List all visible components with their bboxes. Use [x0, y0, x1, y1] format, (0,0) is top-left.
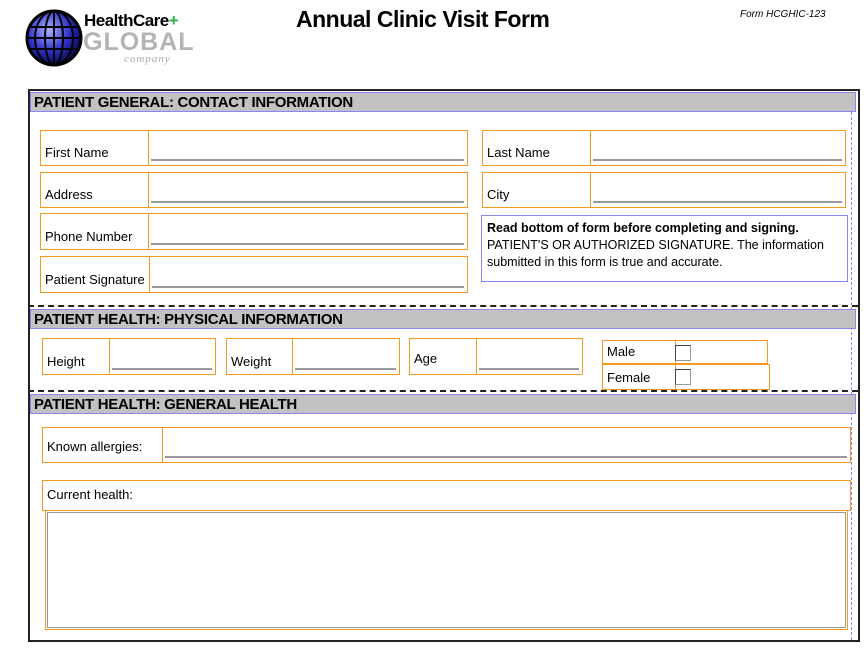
age-input[interactable] [477, 339, 582, 374]
city-input[interactable] [591, 173, 845, 207]
first-name-input[interactable] [149, 131, 467, 165]
logo-global: GLOBAL [83, 28, 195, 56]
weight-label: Weight [227, 339, 293, 374]
signature-label: Patient Signature [41, 257, 150, 292]
last-name-label: Last Name [483, 131, 591, 165]
weight-field[interactable]: Weight [226, 338, 400, 375]
phone-input[interactable] [149, 214, 467, 249]
height-field[interactable]: Height [42, 338, 216, 375]
globe-logo-icon [25, 9, 83, 67]
allergies-label: Known allergies: [43, 428, 163, 462]
height-label: Height [43, 339, 110, 374]
section-physical-header: PATIENT HEALTH: PHYSICAL INFORMATION [30, 309, 856, 329]
form-container [28, 89, 860, 642]
male-label: Male [603, 341, 676, 363]
last-name-input[interactable] [591, 131, 845, 165]
section-divider [28, 390, 858, 392]
logo-text: HealthCare+ [84, 11, 179, 31]
age-label: Age [410, 339, 477, 374]
phone-field[interactable]: Phone Number [40, 213, 468, 250]
section-general-header: PATIENT HEALTH: GENERAL HEALTH [30, 394, 856, 414]
form-number: Form HCGHIC-123 [740, 9, 826, 20]
current-health-field: Current health: [42, 480, 851, 511]
logo-plus: + [168, 11, 179, 30]
allergies-field[interactable]: Known allergies: [42, 427, 851, 463]
note-text: PATIENT'S OR AUTHORIZED SIGNATURE. The i… [487, 238, 824, 269]
first-name-field[interactable]: First Name [40, 130, 468, 166]
female-label: Female [603, 365, 676, 389]
female-checkbox[interactable] [675, 369, 691, 385]
phone-label: Phone Number [41, 214, 149, 249]
address-field[interactable]: Address [40, 172, 468, 208]
signature-field[interactable]: Patient Signature [40, 256, 468, 293]
city-label: City [483, 173, 591, 207]
height-input[interactable] [110, 339, 215, 374]
current-health-label: Current health: [47, 487, 133, 502]
section-contact-header: PATIENT GENERAL: CONTACT INFORMATION [30, 92, 856, 112]
current-health-textarea[interactable] [45, 510, 848, 630]
age-field[interactable]: Age [409, 338, 583, 375]
guide-line [851, 92, 852, 640]
section-divider [28, 305, 858, 307]
female-option[interactable]: Female [602, 364, 770, 390]
last-name-field[interactable]: Last Name [482, 130, 846, 166]
address-label: Address [41, 173, 149, 207]
page-title: Annual Clinic Visit Form [296, 6, 550, 32]
note-bold: Read bottom of form before completing an… [487, 221, 799, 235]
allergies-input[interactable] [163, 428, 850, 462]
male-checkbox[interactable] [675, 345, 691, 361]
first-name-label: First Name [41, 131, 149, 165]
logo-company: company [124, 53, 171, 65]
city-field[interactable]: City [482, 172, 846, 208]
logo-line1: HealthCare [84, 11, 169, 30]
signature-note: Read bottom of form before completing an… [481, 215, 848, 282]
address-input[interactable] [149, 173, 467, 207]
signature-input[interactable] [150, 257, 467, 292]
weight-input[interactable] [293, 339, 399, 374]
